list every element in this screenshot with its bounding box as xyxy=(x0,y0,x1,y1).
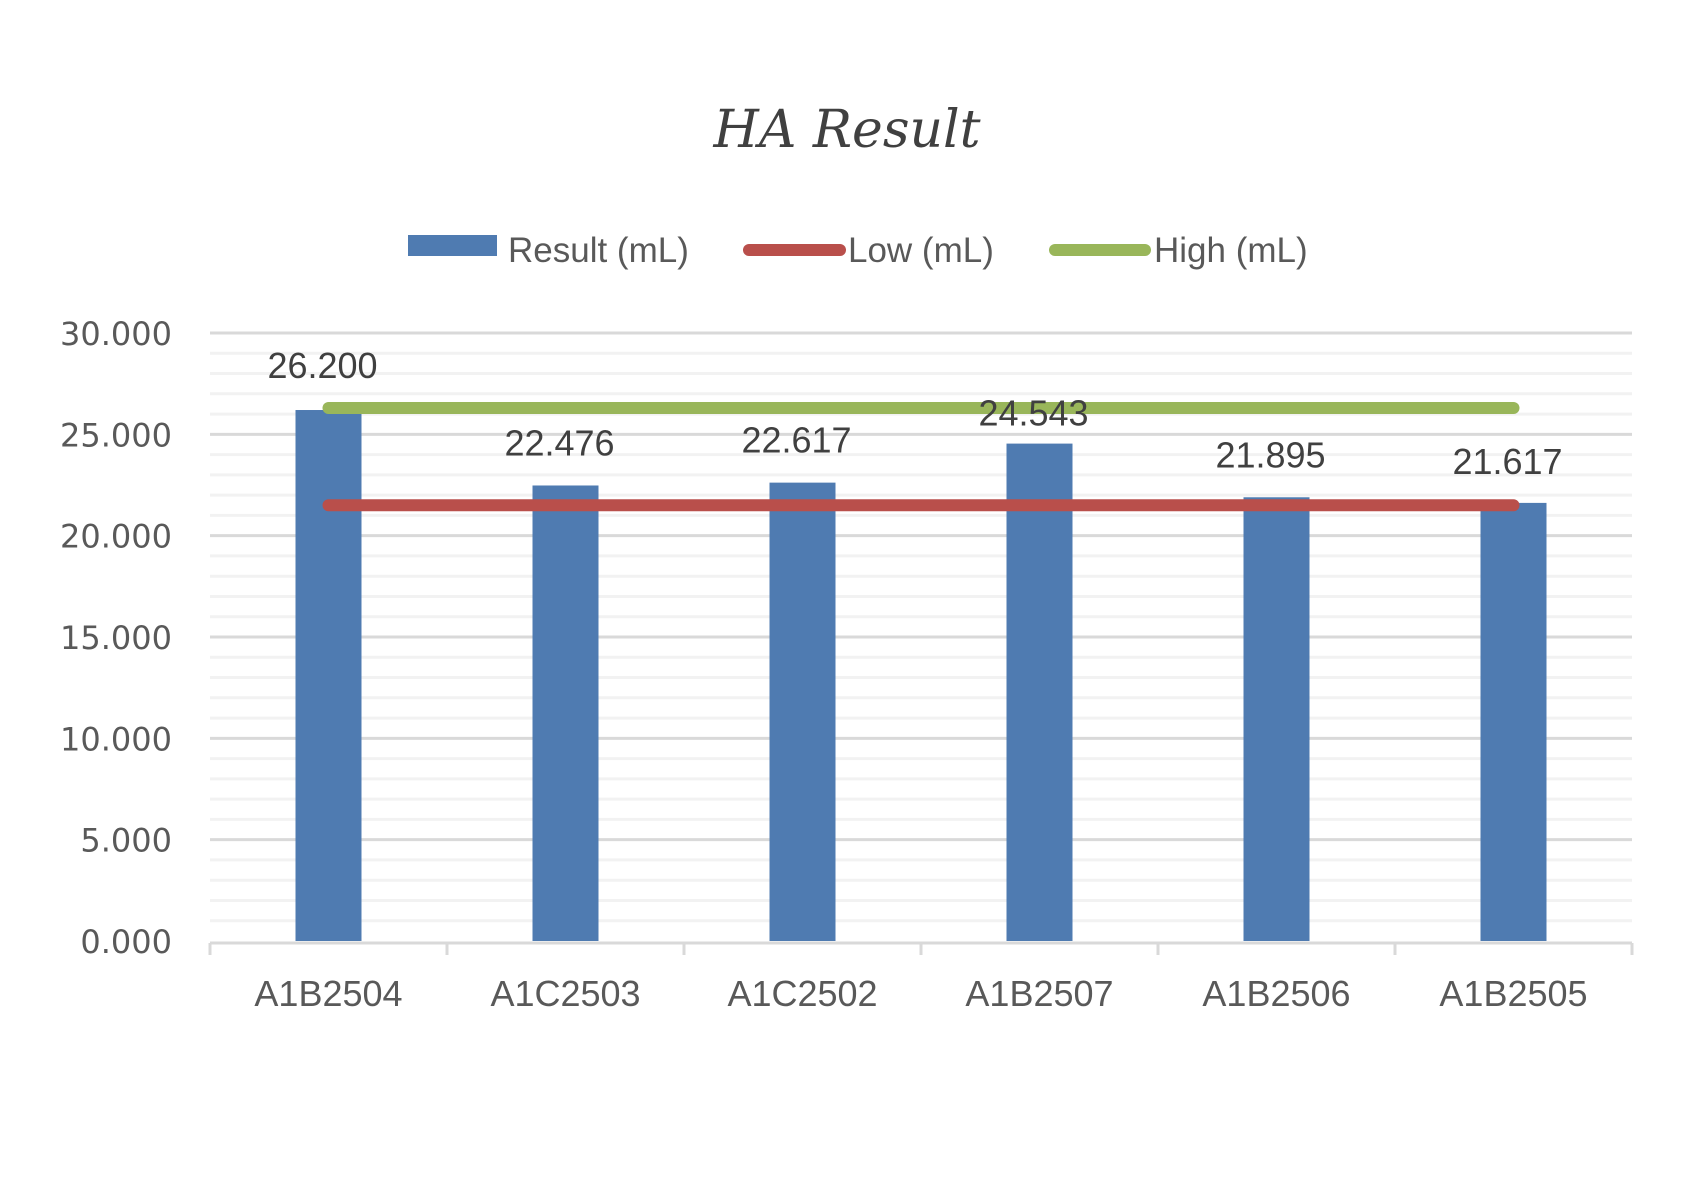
y-tick-label: 25.000 xyxy=(60,416,172,454)
legend-label-low: Low (mL) xyxy=(848,231,994,270)
y-tick-label: 5.000 xyxy=(80,822,172,860)
bar-A1B2505 xyxy=(1480,502,1547,941)
bar-A1C2503 xyxy=(532,485,599,941)
x-category-label: A1B2506 xyxy=(1202,973,1350,1014)
legend-label-high: High (mL) xyxy=(1154,231,1308,270)
data-label: 21.895 xyxy=(1215,434,1325,475)
y-tick-label: 20.000 xyxy=(60,518,172,556)
chart-legend: Result (mL) Low (mL) High (mL) xyxy=(408,231,1308,270)
data-labels: 26.200 22.476 22.617 24.543 21.895 21.617 xyxy=(267,345,1562,482)
chart-title: HA Result xyxy=(712,100,980,160)
x-category-label: A1B2507 xyxy=(965,973,1113,1014)
data-label: 22.617 xyxy=(741,420,851,461)
gridlines xyxy=(210,331,1632,923)
bar-series-result xyxy=(295,410,1547,942)
data-label: 22.476 xyxy=(504,422,614,463)
y-tick-label: 0.000 xyxy=(80,923,172,961)
data-label: 26.200 xyxy=(267,345,377,386)
x-category-label: A1C2503 xyxy=(490,973,640,1014)
bar-A1B2507 xyxy=(1006,443,1073,941)
bar-A1C2502 xyxy=(769,482,836,941)
y-tick-label: 30.000 xyxy=(60,315,172,353)
legend-swatch-result xyxy=(408,235,497,256)
y-tick-label: 10.000 xyxy=(60,720,172,758)
x-axis: A1B2504 A1C2503 A1C2502 A1B2507 A1B2506 A1B25… xyxy=(208,941,1634,1014)
line-series xyxy=(322,401,1520,512)
y-axis: 0.000 5.000 10.000 15.000 20.000 25.000 30.000 xyxy=(60,315,172,961)
bar-A1B2504 xyxy=(295,410,362,942)
data-label: 21.617 xyxy=(1452,441,1562,482)
x-category-label: A1B2505 xyxy=(1439,973,1587,1014)
y-tick-label: 15.000 xyxy=(60,619,172,657)
data-label: 24.543 xyxy=(978,393,1088,434)
x-category-label: A1B2504 xyxy=(254,973,402,1014)
x-category-label: A1C2502 xyxy=(727,973,877,1014)
legend-label-result: Result (mL) xyxy=(508,231,689,270)
bar-A1B2506 xyxy=(1243,497,1310,941)
